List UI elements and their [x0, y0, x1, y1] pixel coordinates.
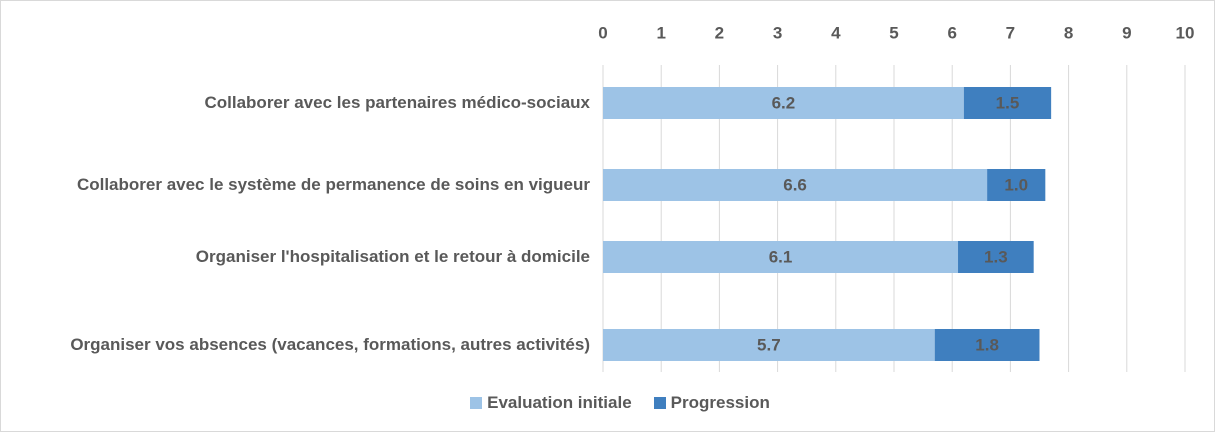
- legend-label: Evaluation initiale: [487, 393, 632, 412]
- x-tick-label: 1: [656, 23, 665, 42]
- x-tick-label: 10: [1176, 23, 1195, 42]
- data-label: 6.6: [783, 175, 807, 194]
- data-label: 1.3: [984, 247, 1008, 266]
- bar-segment: [958, 241, 1034, 273]
- x-tick-label: 6: [947, 23, 956, 42]
- category-label: Collaborer avec les partenaires médico-s…: [204, 93, 590, 112]
- data-label: 6.2: [772, 93, 796, 112]
- legend-swatch: [470, 397, 483, 409]
- bar-segment: [603, 241, 959, 273]
- category-label-box: Organiser vos absences (vacances, format…: [20, 332, 590, 358]
- bar-segment: [603, 169, 988, 201]
- legend-label: Progression: [670, 393, 770, 412]
- category-label-box: Collaborer avec les partenaires médico-s…: [20, 90, 590, 116]
- bar-segment: [603, 87, 964, 119]
- x-tick-label: 8: [1064, 23, 1073, 42]
- x-tick-label: 5: [889, 23, 898, 42]
- legend-item: Progression: [653, 393, 770, 413]
- data-label: 1.8: [975, 335, 999, 354]
- data-label: 6.1: [769, 247, 793, 266]
- bar-segment: [934, 329, 1040, 361]
- category-label: Collaborer avec le système de permanence…: [76, 175, 590, 194]
- data-label: 1.5: [996, 93, 1020, 112]
- x-tick-label: 2: [715, 23, 724, 42]
- bar-segment: [987, 169, 1046, 201]
- category-label: Organiser l'hospitalisation et le retour…: [195, 247, 590, 266]
- x-tick-label: 9: [1122, 23, 1131, 42]
- category-label-box: Organiser l'hospitalisation et le retour…: [20, 244, 590, 270]
- legend-item: Evaluation initiale: [470, 393, 632, 413]
- x-tick-label: 7: [1006, 23, 1015, 42]
- x-tick-label: 0: [598, 23, 607, 42]
- category-label: Organiser vos absences (vacances, format…: [70, 335, 590, 354]
- category-label-box: Collaborer avec le système de permanence…: [20, 172, 590, 198]
- x-tick-label: 3: [773, 23, 782, 42]
- bar-segment: [963, 87, 1052, 119]
- bar-segment: [603, 329, 935, 361]
- legend: Evaluation initiale Progression: [0, 393, 1215, 413]
- legend-swatch: [653, 397, 666, 409]
- data-label: 5.7: [757, 335, 781, 354]
- x-tick-label: 4: [831, 23, 841, 42]
- data-label: 1.0: [1004, 175, 1028, 194]
